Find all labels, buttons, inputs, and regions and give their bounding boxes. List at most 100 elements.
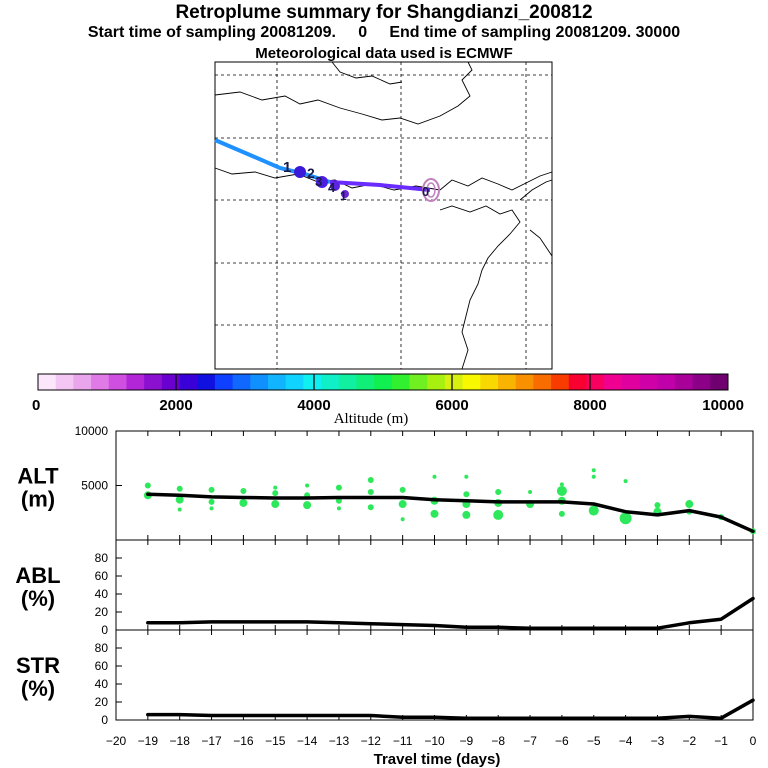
colorbar-cell <box>250 374 269 390</box>
colorbar-cell <box>73 374 92 390</box>
y-axis-label-unit: (%) <box>21 586 55 611</box>
plume-day-label: 2 <box>307 165 315 181</box>
colorbar-cell <box>91 374 110 390</box>
colorbar-cells <box>38 374 729 390</box>
colorbar-cell <box>179 374 198 390</box>
x-tick-label: −20 <box>106 734 127 748</box>
plume-mass-point <box>240 487 247 494</box>
plume-mass-point <box>398 500 407 509</box>
colorbar-cell <box>356 374 375 390</box>
colorbar-cell <box>604 374 623 390</box>
colorbar-cell <box>462 374 481 390</box>
trajectory-line-far <box>214 138 331 184</box>
x-tick-label: −18 <box>170 734 191 748</box>
colorbar-cell <box>586 374 605 390</box>
colorbar-cell <box>533 374 552 390</box>
map-borders <box>214 61 553 370</box>
colorbar-cell <box>692 374 711 390</box>
y-tick-label: 0 <box>101 713 108 727</box>
plume-mass-point <box>208 486 215 493</box>
colorbar-cell <box>108 374 127 390</box>
x-tick-label: −8 <box>491 734 505 748</box>
coastline <box>529 229 553 257</box>
travel-time-axis: −20 −19 −18 −17 −16 −15 −14 −13 −12 −11 −10 −9 −8 −7−… <box>106 734 757 748</box>
colorbar-cell <box>285 374 304 390</box>
y-axis-label-unit: (%) <box>21 676 55 701</box>
plume-mass-point <box>464 474 469 479</box>
colorbar-cell <box>232 374 251 390</box>
colorbar-major-dividers <box>175 374 591 390</box>
trajectory-track: 1 2 3 4 1 0 <box>214 138 440 203</box>
x-tick-label: −6 <box>555 734 569 748</box>
colorbar-cell <box>55 374 74 390</box>
colorbar-cell <box>551 374 570 390</box>
alt-series-line <box>146 492 755 534</box>
x-tick-label: −17 <box>201 734 222 748</box>
plume-centroid-marker <box>294 166 306 178</box>
x-tick-label: −4 <box>619 734 633 748</box>
plume-mass-point <box>654 502 661 509</box>
y-tick-label: 80 <box>95 641 109 655</box>
colorbar-cell <box>126 374 145 390</box>
plume-centroid-marker <box>330 181 340 191</box>
altitude-colorbar: 0 2000 4000 6000 8000 10000 Altitude (m) <box>32 373 744 427</box>
y-axis-label: STR <box>16 653 60 678</box>
coastline <box>439 171 553 191</box>
colorbar-cell <box>161 374 180 390</box>
x-tick-label: −5 <box>587 734 601 748</box>
met-data-line: Meteorological data used is ECMWF <box>255 45 513 62</box>
colorbar-frame <box>37 373 729 391</box>
colorbar-cell <box>197 374 216 390</box>
colorbar-cell <box>480 374 499 390</box>
colorbar-cell <box>321 374 340 390</box>
trajectory-map: 1 2 3 4 1 0 <box>214 61 553 370</box>
plume-mass-point <box>619 512 632 525</box>
plume-mass-point <box>462 510 471 519</box>
x-tick-label: −11 <box>393 734 413 748</box>
plume-day-label: 1 <box>283 159 291 176</box>
coastline <box>439 205 521 370</box>
x-tick-label: −9 <box>460 734 474 748</box>
plume-mass-point <box>493 509 504 520</box>
colorbar-cell <box>391 374 410 390</box>
y-axis-label: ABL <box>15 563 60 588</box>
plume-mass-point <box>176 485 183 492</box>
plume-mass-point <box>367 504 374 511</box>
colorbar-cell <box>338 374 357 390</box>
y-axis-label-unit: (m) <box>21 487 55 512</box>
plume-mass-point <box>528 490 533 495</box>
plume-mass-point <box>272 490 279 497</box>
alt-panel: 5000 10000 ALT(m) <box>17 424 756 541</box>
plume-mass-point <box>335 484 342 491</box>
plume-mass-point <box>559 482 564 487</box>
y-tick-label: 40 <box>95 677 109 691</box>
colorbar-cell <box>498 374 517 390</box>
plume-mass-point <box>177 507 182 512</box>
plume-mass-point <box>367 477 374 484</box>
coastline <box>519 179 553 201</box>
y-tick-label: 20 <box>95 605 109 619</box>
plume-mass-point <box>591 468 596 473</box>
colorbar-cell <box>568 374 587 390</box>
trajectory-line-near <box>329 180 431 192</box>
plume-mass-point <box>685 500 694 509</box>
colorbar-tick-label: 2000 <box>159 397 192 414</box>
plume-mass-point <box>271 500 280 509</box>
x-tick-label: −19 <box>138 734 159 748</box>
colorbar-cell <box>214 374 234 390</box>
colorbar-cell <box>374 374 393 390</box>
colorbar-tick-label: 6000 <box>435 397 468 414</box>
plume-mass-point <box>273 485 278 490</box>
colorbar-cell <box>268 374 287 390</box>
chart-title: Retroplume summary for Shangdianzi_20081… <box>175 2 593 23</box>
abl-series-line <box>146 596 755 630</box>
plume-mass-point <box>623 479 628 484</box>
border-line <box>331 61 403 85</box>
colorbar-tick-label: 0 <box>32 397 40 414</box>
colorbar-cell <box>639 374 658 390</box>
plume-mass-point <box>336 506 341 511</box>
plume-centroid-marker <box>341 190 349 198</box>
plume-mass-point <box>239 498 248 507</box>
x-tick-label: −2 <box>682 734 696 748</box>
x-tick-label: 0 <box>750 734 757 748</box>
